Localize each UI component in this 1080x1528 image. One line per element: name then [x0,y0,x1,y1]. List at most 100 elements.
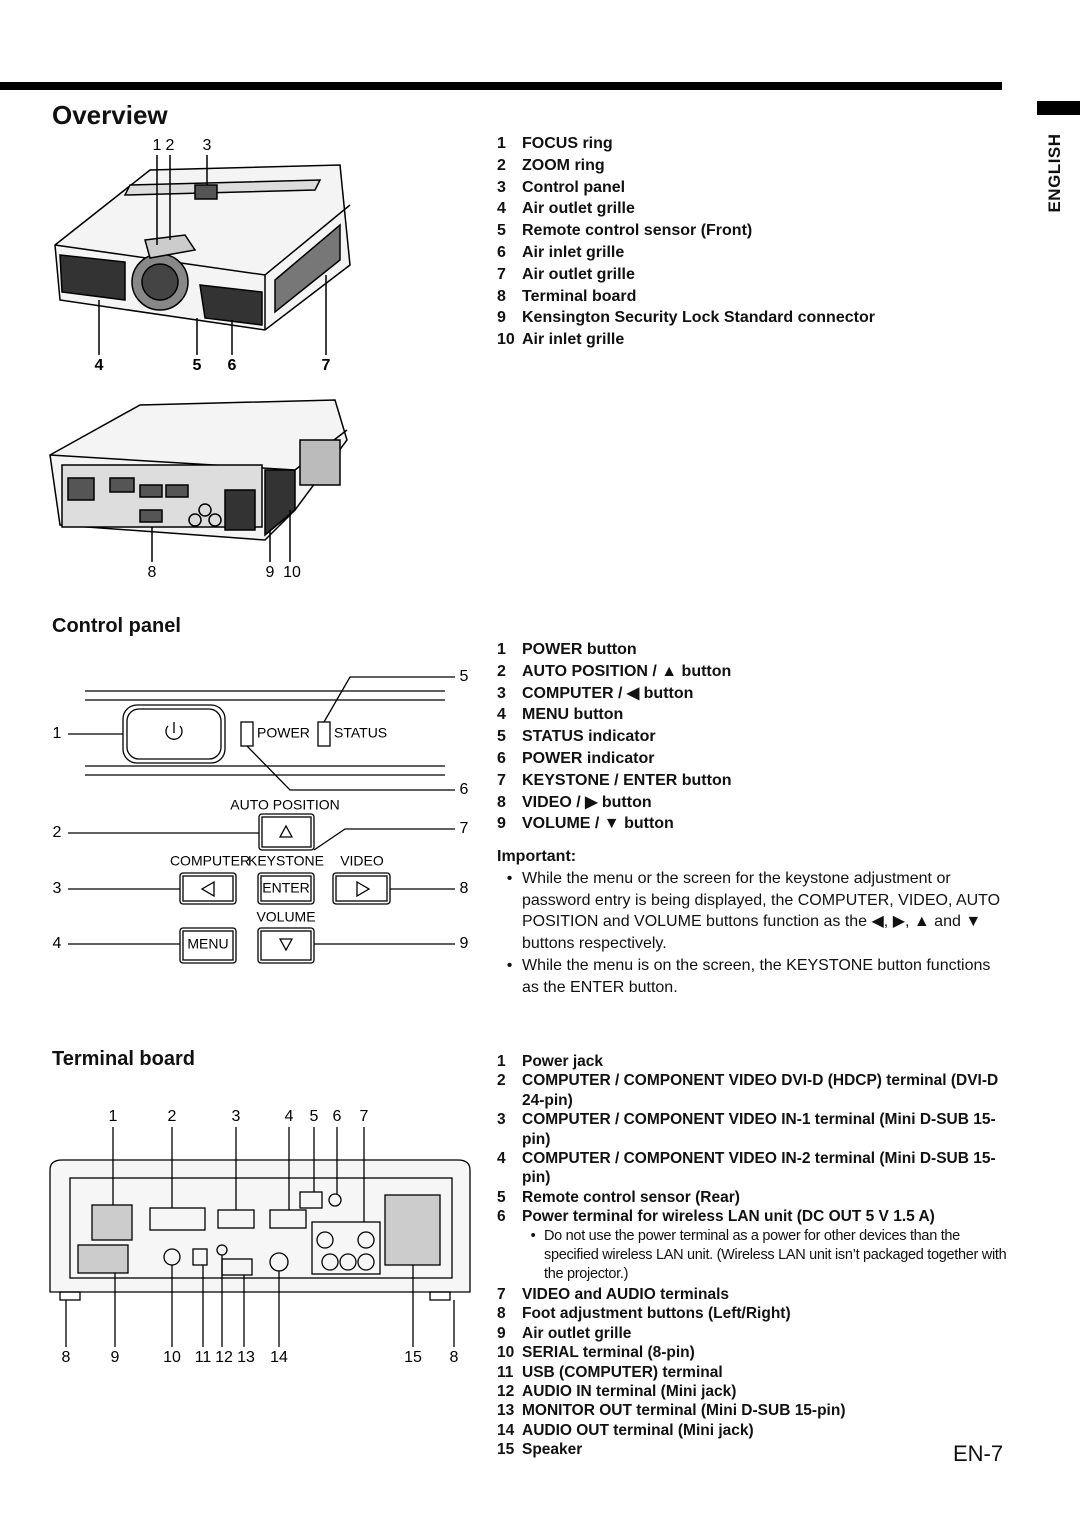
item-text: Control panel [522,177,1007,199]
item-text: Power jack [522,1052,1007,1071]
note-text: Do not use the power terminal as a power… [544,1227,1007,1283]
callout: 6 [460,781,469,798]
item-number: 1 [497,1053,506,1070]
callout: 7 [322,357,331,374]
projector-rear [49,399,348,562]
important: Important: • While the menu or the screen … [497,846,1007,999]
item-text: Speaker [522,1440,1007,1459]
item-number: 10 [497,331,515,349]
projector-front [54,155,351,355]
panel-label: VIDEO [340,853,384,869]
item-label: Air inlet grille [522,243,625,261]
list-item: 15 Speaker [497,1440,1007,1459]
list-item: 13 MONITOR OUT terminal (Mini D-SUB 15-pi… [497,1401,1007,1420]
item-number: 3 [497,178,506,196]
bullet-text: While the menu or the screen for the key… [522,869,1001,953]
list-item: 1 Power jack [497,1052,1007,1071]
item-label: Air inlet grille [522,331,625,349]
callout: 12 [215,1349,233,1366]
list-item: 8 VIDEO / ▶ button [497,792,1007,814]
item-label: VIDEO / ▶ button [522,793,652,811]
panel-label: STATUS [334,725,387,741]
item-text: Air outlet grille [522,1324,1007,1343]
item-label: Air outlet grille [522,1324,632,1342]
item-text: ZOOM ring [522,155,1007,177]
bullet: • [506,869,513,887]
item-number: 2 [497,1072,506,1090]
item-label: STATUS indicator [522,728,656,746]
bullet-text: While the menu is on the screen, the KEY… [522,956,991,996]
item-number: 9 [497,1324,506,1342]
item-label: COMPUTER / ◀ button [522,684,694,702]
list-item: 8 Terminal board [497,286,1007,308]
tab-block [1037,101,1080,115]
callout: 4 [53,935,62,952]
item-text: FOCUS ring [522,133,1007,155]
list-item: 3 COMPUTER / ◀ button [497,683,1007,705]
panel-label: KEYSTONE [248,853,324,869]
list-item: 5 Remote control sensor (Rear) [497,1188,1007,1207]
item-text: VIDEO / ▶ button [522,792,1007,814]
panel-label: POWER [257,725,310,741]
item-label: Speaker [522,1441,583,1459]
item-text: AUDIO OUT terminal (Mini jack) [522,1421,1007,1440]
item-number: 11 [497,1363,514,1381]
callout: 10 [163,1349,181,1366]
callout: 8 [148,564,157,581]
item-text: POWER button [522,639,1007,661]
item-label: USB (COMPUTER) terminal [522,1363,723,1381]
item-text: Power terminal for wireless LAN unit (DC… [522,1207,1007,1285]
item-text: AUDIO IN terminal (Mini jack) [522,1382,1007,1401]
list-item: 4 COMPUTER / COMPONENT VIDEO IN-2 termina… [497,1149,1007,1188]
item-number: 4 [497,706,506,724]
item-number: 9 [497,309,506,327]
item-label: Control panel [522,178,626,196]
list-item: 1 POWER button [497,639,1007,661]
item-text: COMPUTER / COMPONENT VIDEO IN-1 terminal… [522,1110,1007,1149]
control-list: 1 POWER button 2 AUTO POSITION / ▲ button 3 C… [497,639,1007,835]
top-rule [0,82,1002,90]
item-number: 15 [497,1441,515,1459]
item-text: Kensington Security Lock Standard connec… [522,307,1007,329]
item-number: 2 [497,662,506,680]
list-item: 7 Air outlet grille [497,264,1007,286]
item-label: VOLUME / ▼ button [522,815,674,833]
callout: 5 [460,668,469,685]
callout: 8 [460,880,469,897]
terminal-list: 1 Power jack 2 COMPUTER / COMPONENT VIDEO D… [497,1052,1007,1460]
page-number: EN-7 [953,1441,1004,1466]
list-item: 3 Control panel [497,177,1007,199]
bullet: • [506,956,513,974]
callout: 6 [333,1108,342,1125]
list-item: 5 Remote control sensor (Front) [497,220,1007,242]
callout: 5 [310,1108,319,1125]
item-text: Air inlet grille [522,242,1007,264]
item-number: 10 [497,1344,515,1362]
section-title: Control panel [52,615,181,637]
item-label: COMPUTER / COMPONENT VIDEO IN-2 terminal… [522,1150,996,1187]
list-item: 9 VOLUME / ▼ button [497,813,1007,835]
item-text: COMPUTER / ◀ button [522,683,1007,705]
list-item: 5 STATUS indicator [497,726,1007,748]
important-bullet: • While the menu or the screen for the ke… [497,868,1002,955]
callout: 9 [266,564,275,581]
item-text: Remote control sensor (Rear) [522,1188,1007,1207]
callout: 15 [404,1349,422,1366]
list-item: 10 SERIAL terminal (8-pin) [497,1343,1007,1362]
item-label: Remote control sensor (Front) [522,222,753,240]
list-item: 6 Air inlet grille [497,242,1007,264]
item-number: 8 [497,287,506,305]
item-label: AUTO POSITION / ▲ button [522,662,732,680]
list-item: 2 ZOOM ring [497,155,1007,177]
callout: 9 [111,1349,120,1366]
item-number: 3 [497,1111,506,1129]
item-label: Air outlet grille [522,200,635,218]
list-item: 9 Kensington Security Lock Standard conne… [497,307,1007,329]
list-item: 6 POWER indicator [497,748,1007,770]
item-label: FOCUS ring [522,135,613,152]
item-label: MENU button [522,706,624,724]
important-title: Important: [497,848,577,865]
item-label: Power jack [522,1053,603,1070]
